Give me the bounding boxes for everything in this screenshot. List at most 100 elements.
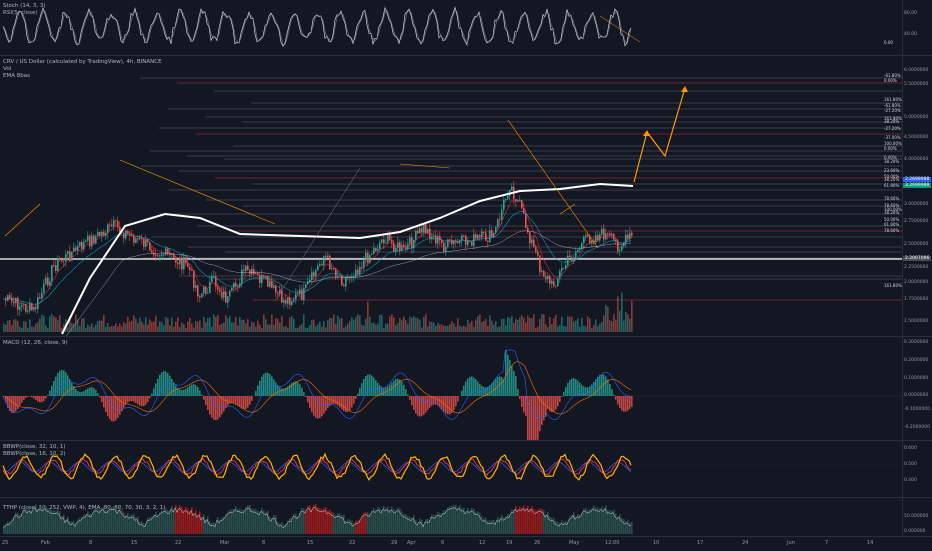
- macd-histogram-bar: [309, 396, 311, 408]
- volume-bar: [183, 324, 185, 332]
- candle-body: [203, 286, 205, 293]
- candle-body: [161, 255, 163, 256]
- volume-bar: [417, 318, 419, 332]
- macd-histogram-bar: [151, 394, 153, 396]
- tthp-bar: [517, 509, 519, 534]
- volume-bar: [335, 324, 337, 332]
- macd-histogram-bar: [143, 396, 145, 406]
- tthp-bar: [621, 518, 623, 534]
- macd-histogram-bar: [529, 396, 531, 440]
- price-axis-tick: 1.7500000: [904, 297, 928, 302]
- tthp-bar: [299, 513, 301, 534]
- candle-body: [245, 266, 247, 271]
- macd-histogram-bar: [223, 396, 225, 411]
- tthp-bar: [7, 522, 9, 534]
- tthp-bar: [281, 522, 283, 534]
- candle-body: [277, 293, 279, 294]
- trendline: [120, 160, 275, 224]
- candle-body: [29, 303, 31, 310]
- candle-body: [323, 256, 325, 265]
- tthp-bar: [555, 521, 557, 534]
- tthp-bar: [457, 507, 459, 534]
- volume-bar: [607, 307, 609, 332]
- tthp-bar: [177, 509, 179, 534]
- volume-bar: [143, 324, 145, 332]
- price-chart-plot[interactable]: [0, 56, 902, 336]
- volume-bar: [115, 323, 117, 332]
- volume-bar: [203, 317, 205, 332]
- macd-histogram-bar: [351, 396, 353, 408]
- candle-body: [247, 266, 249, 270]
- volume-bar: [419, 320, 421, 332]
- macd-histogram-bar: [75, 389, 77, 396]
- price-axis-tick: 40.00: [904, 32, 917, 37]
- candle-body: [45, 278, 47, 284]
- volume-bar: [343, 328, 345, 332]
- candle-body: [525, 213, 527, 228]
- volume-bar: [555, 315, 557, 332]
- candle-body: [549, 276, 551, 284]
- macd-histogram-bar: [79, 392, 81, 396]
- volume-bar: [195, 321, 197, 332]
- tthp-bar: [443, 510, 445, 534]
- candle-body: [623, 243, 625, 246]
- volume-bar: [223, 323, 225, 332]
- tthp-bar: [233, 509, 235, 534]
- macd-histogram-bar: [145, 396, 147, 405]
- volume-bar: [631, 301, 633, 332]
- volume-bar: [227, 318, 229, 332]
- macd-histogram-bar: [325, 396, 327, 411]
- volume-bar: [465, 327, 467, 332]
- tthp-pane[interactable]: TTHP (close, 10, 252, VWP, 4), EMA, 80, …: [0, 498, 902, 536]
- macd-pane[interactable]: MACD (12, 26, close, 9): [0, 337, 902, 440]
- candle-body: [327, 256, 329, 258]
- macd-histogram-bar: [255, 391, 257, 396]
- tthp-bar: [627, 520, 629, 534]
- volume-bar: [213, 314, 215, 332]
- macd-histogram-bar: [439, 396, 441, 407]
- time-axis-label: 22: [175, 540, 181, 546]
- macd-histogram-bar: [95, 390, 97, 396]
- price-axis-tick: 50.000000: [904, 514, 928, 519]
- stoch-rsi-pane[interactable]: Stoch (14, 3, 3) RSI(5, close): [0, 0, 902, 55]
- candle-body: [313, 272, 315, 276]
- volume-bar: [125, 324, 127, 332]
- volume-bar: [485, 319, 487, 332]
- main-price-pane[interactable]: CRV / US Dollar (calculated by TradingVi…: [0, 56, 902, 336]
- tthp-bar: [111, 507, 113, 534]
- volume-bar: [101, 321, 103, 332]
- macd-histogram-bar: [199, 390, 201, 396]
- volume-bar: [545, 324, 547, 332]
- candle-body: [619, 250, 621, 251]
- volume-bar: [409, 317, 411, 332]
- tthp-bar: [207, 516, 209, 534]
- volume-bar: [621, 293, 623, 332]
- macd-histogram-bar: [453, 396, 455, 410]
- candle-body: [135, 238, 137, 242]
- macd-histogram-bar: [575, 379, 577, 396]
- macd-histogram-bar: [465, 382, 467, 396]
- volume-bar: [261, 328, 263, 332]
- time-axis-label: 26: [534, 540, 540, 546]
- candle-body: [249, 270, 251, 274]
- volume-bar: [303, 314, 305, 332]
- fib-level-label: 23.60%: [884, 168, 899, 173]
- macd-histogram-bar: [375, 380, 377, 396]
- tthp-bar: [465, 511, 467, 534]
- volume-bar: [191, 324, 193, 332]
- volume-bar: [591, 328, 593, 332]
- macd-histogram-bar: [477, 381, 479, 396]
- bbwp-pane[interactable]: BBWP(close, 32, 10, 1) BBWP(close, 16, 1…: [0, 441, 902, 497]
- tthp-bar: [415, 520, 417, 534]
- tthp-bar: [323, 508, 325, 534]
- time-axis-label: 19: [506, 540, 512, 546]
- volume-bar: [177, 317, 179, 332]
- tthp-bar: [461, 508, 463, 534]
- volume-bar: [589, 319, 591, 332]
- bbwp-line: [3, 454, 631, 480]
- volume-bar: [165, 317, 167, 332]
- tthp-bar: [561, 520, 563, 534]
- tthp-bar: [283, 525, 285, 534]
- macd-histogram-bar: [613, 395, 615, 396]
- volume-bar: [477, 316, 479, 332]
